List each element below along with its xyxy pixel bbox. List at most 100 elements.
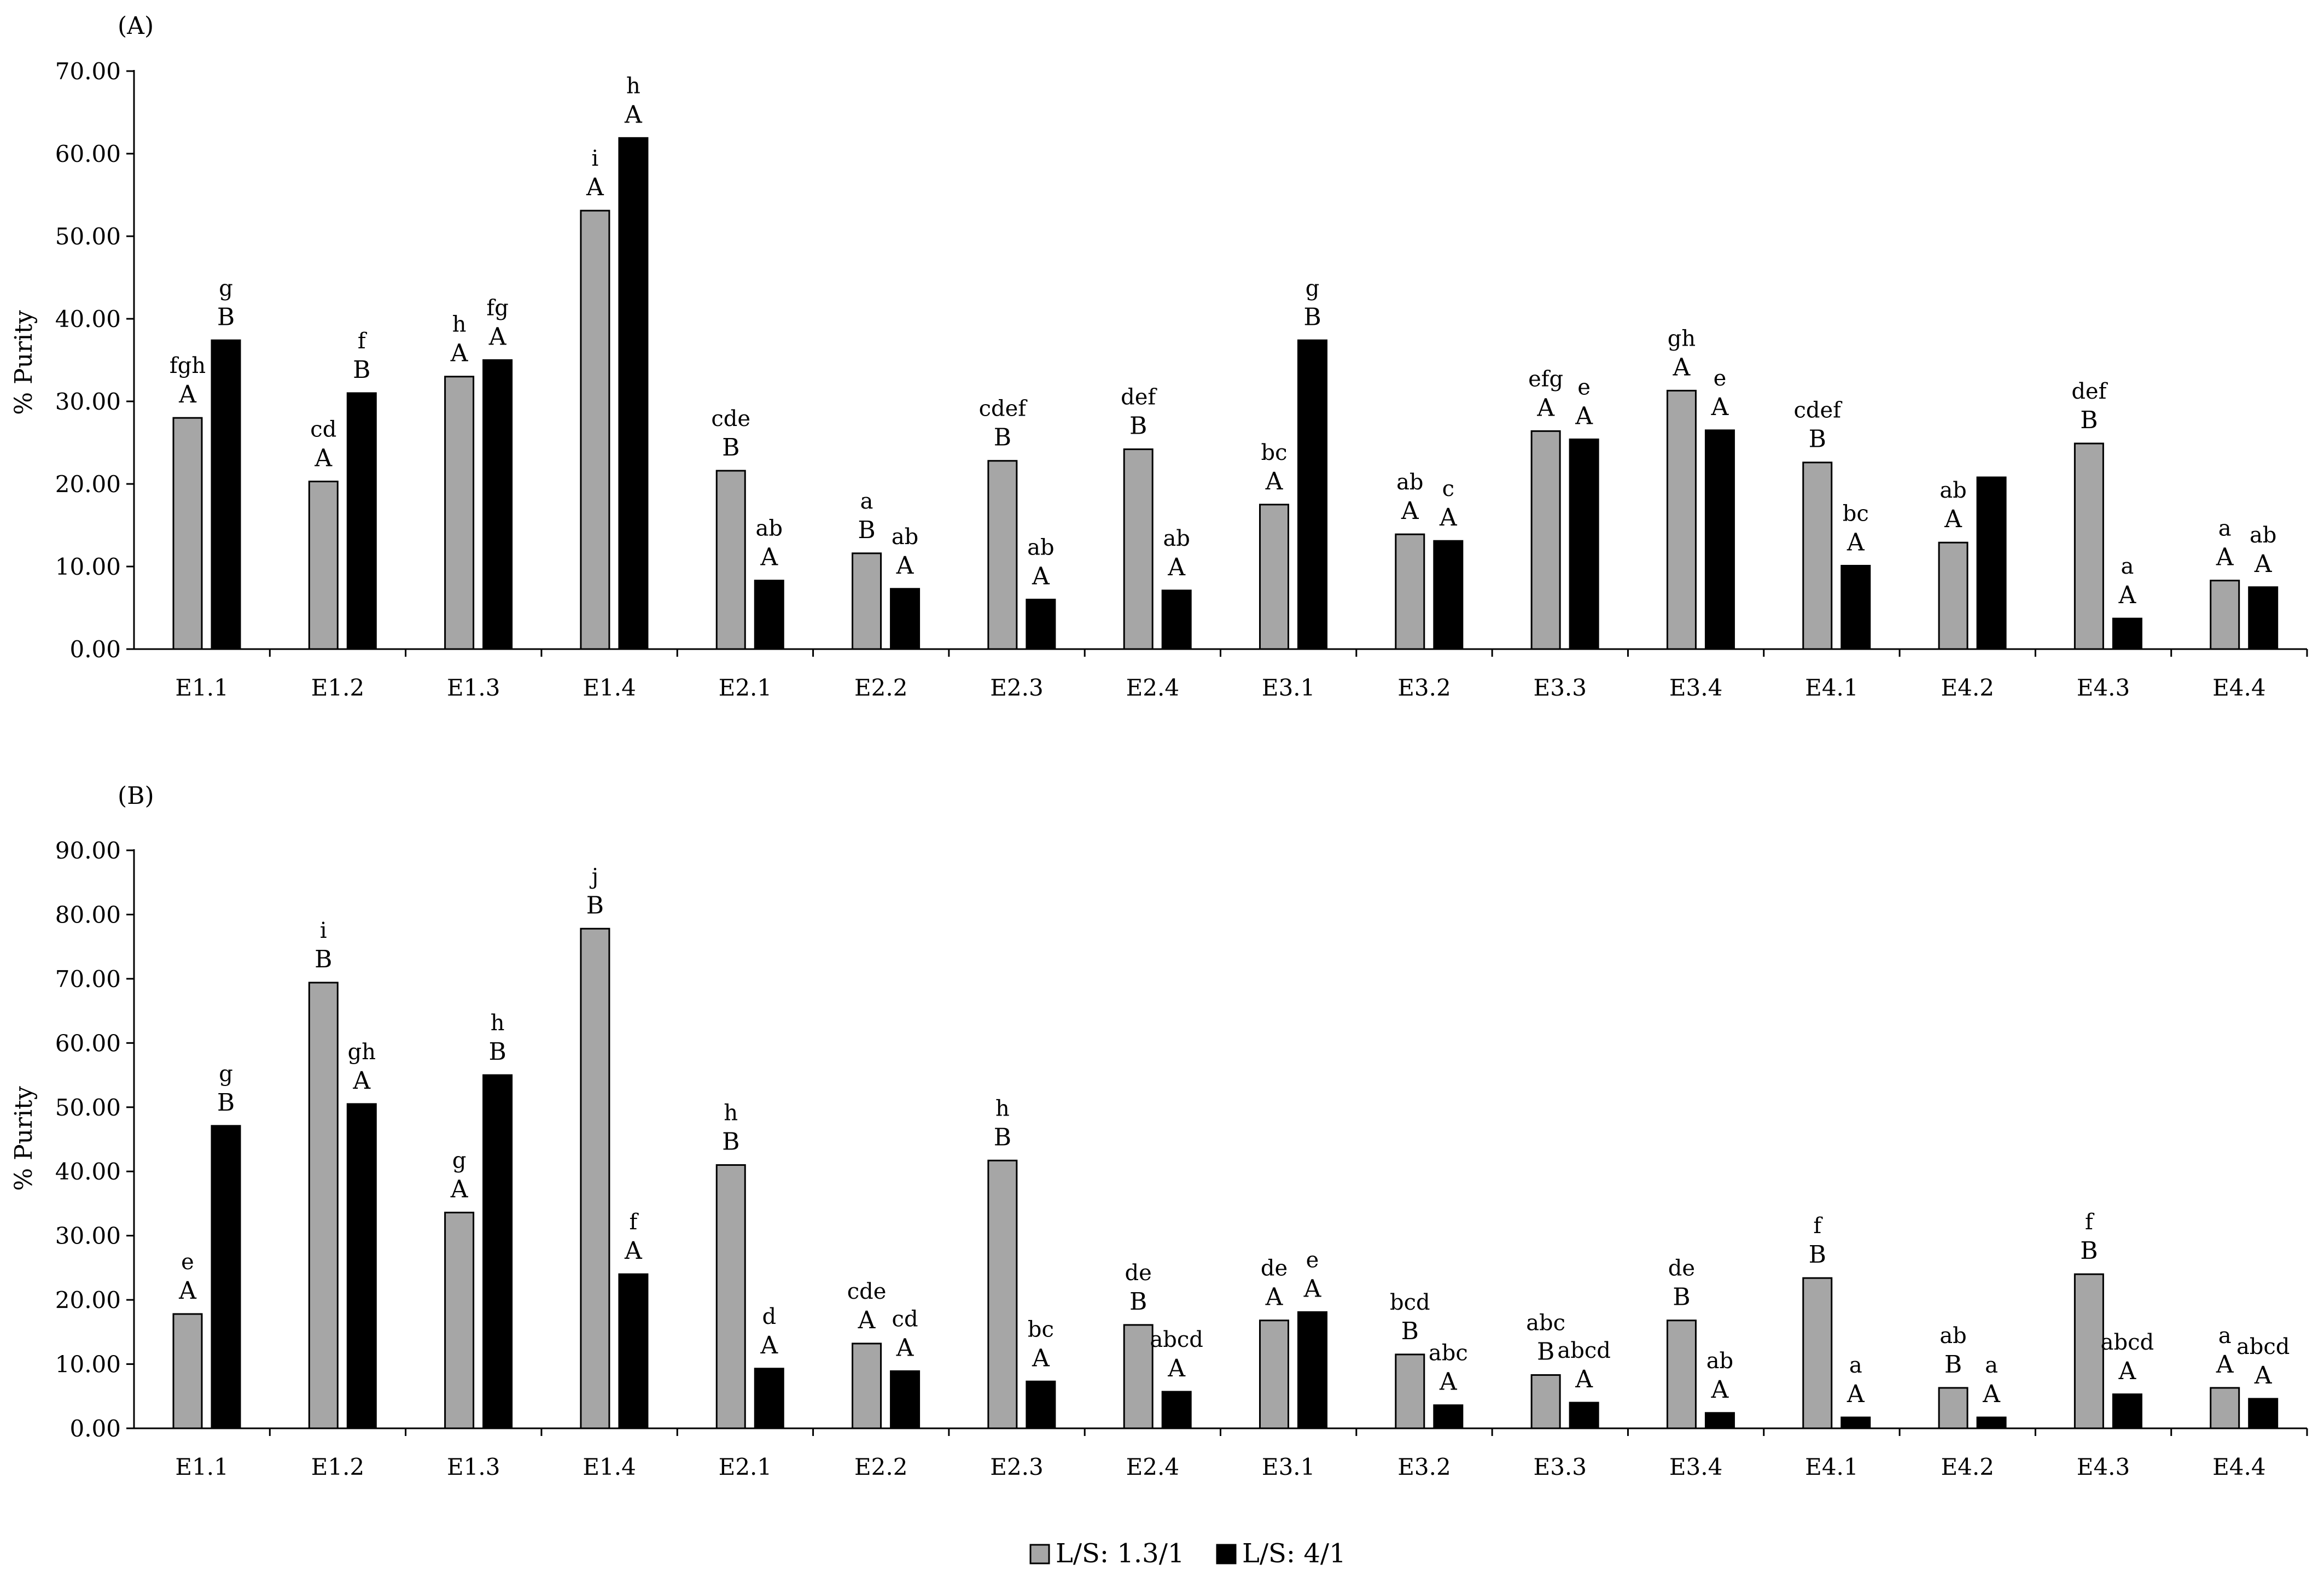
panel-b-significance-group: B [1809,1241,1826,1269]
panel-b-x-tick-label: E2.4 [1126,1453,1179,1480]
panel-a-significance-letter: bc [1843,501,1869,526]
panel-a-bar-series-2 [754,580,784,650]
panel-a-bar-series-2 [1569,438,1599,650]
panel-a-bar-series-1 [1259,504,1289,650]
panel-a-bar-series-1 [2073,442,2104,650]
panel-b-significance-group: A [450,1175,469,1203]
panel-a-significance-group: A [1536,394,1555,422]
panel-a-significance-letter: cd [310,417,336,442]
panel-a-bar-series-2 [2112,617,2142,650]
panel-b-bar-series-1 [715,1164,746,1429]
panel-a-significance-letter: h [452,312,467,337]
panel-b-significance-group: A [2118,1357,2136,1385]
panel-b-significance-group: A [624,1237,643,1265]
panel-b-bar-series-1 [1259,1320,1289,1429]
legend-label-series-2: L/S: 4/1 [1242,1538,1346,1569]
panel-a-significance-letter: ab [1939,478,1966,503]
panel-a-y-tick-label: 70.00 [55,58,121,85]
panel-b-x-tick-label: E4.2 [1941,1453,1994,1480]
panel-a-significance-group: A [1673,353,1691,381]
panel-b-x-tick-label: E3.4 [1669,1453,1722,1480]
panel-a-bar-series-1 [1395,533,1425,650]
panel-a-y-tick-label: 10.00 [55,553,121,580]
panel-a-significance-letter: fg [486,296,508,321]
panel-b-bar-series-2 [2112,1393,2142,1429]
panel-b-significance-letter: ab [1706,1348,1733,1374]
panel-b-significance-letter: g [219,1061,233,1087]
panel-b-significance-group: A [1982,1380,2001,1408]
panel-a-significance-group: A [1711,393,1729,421]
panel-a-y-tick-label: 30.00 [55,388,121,415]
panel-a-significance-letter: i [592,146,599,171]
panel-a-significance-letter: ab [1027,535,1054,560]
panel-a-significance-letter: cde [711,406,750,431]
panel-b-significance-group: A [1439,1368,1458,1396]
panel-a-y-axis-label: % Purity [10,310,38,415]
panel-a-bar-series-2 [1026,598,1056,650]
panel-b-significance-group: B [217,1089,235,1117]
panel-a-significance-letter: cdef [979,396,1028,422]
panel-a-bar-series-2 [1976,476,2007,650]
panel-b-bar-series-1 [172,1313,203,1429]
panel-a-x-tick-label: E2.3 [990,674,1043,701]
panel-b-y-axis-label: % Purity [10,1086,38,1191]
panel-b-bar-series-1 [444,1211,475,1429]
panel-a-significance-letter: g [1306,276,1320,301]
panel-a-bar-series-2 [211,339,241,650]
panel-b-x-tick-label: E4.3 [2077,1453,2130,1480]
panel-a-significance-letter: efg [1528,366,1563,392]
panel-b-label: (B) [118,782,154,810]
panel-a-significance-group: A [1265,468,1284,495]
panel-a-significance-letter: ab [1396,470,1423,495]
panel-a-x-tick-label: E4.3 [2077,674,2130,701]
panel-a-significance-group: B [353,356,370,384]
panel-b-significance-group: B [1944,1351,1962,1379]
panel-b-bar-series-1 [2073,1273,2104,1429]
panel-b-bar-series-2 [1840,1416,1871,1429]
panel-b-bar-series-2 [346,1103,377,1429]
panel-b-x-tick-label: E3.2 [1397,1453,1451,1480]
panel-b-bar-series-1 [1530,1374,1561,1429]
panel-b-plot-area: 0.00 10.00 20.00 30.00 40.00 50.00 60.00 70.00 8… [55,837,2308,1480]
panel-b-significance-letter: g [452,1148,467,1173]
panel-a-significance-letter: ab [2250,523,2276,548]
panel-a-significance-group: A [2216,544,2234,571]
panel-b-significance-group: A [1303,1275,1322,1303]
panel-b-significance-group: B [488,1038,506,1066]
panel-b-significance-letter: abcd [2236,1334,2290,1359]
panel-b-x-tick-label: E2.3 [990,1453,1043,1480]
panel-a-significance-letter: fgh [170,353,206,378]
panel-a-y-tick-label: 20.00 [55,471,121,498]
legend: L/S: 1.3/1 L/S: 4/1 [1029,1538,1346,1569]
panel-a-significance-group: A [1944,505,1962,533]
panel-b-y-tick-label: 60.00 [55,1030,121,1056]
panel-b-bar-series-2 [1433,1404,1464,1429]
panel-a-x-tick-label: E4.1 [1805,674,1858,701]
panel-a-bar-series-2 [1161,589,1192,650]
panel-b-bar-series-1 [1395,1353,1425,1429]
panel-b-y-tick-label: 20.00 [55,1287,121,1313]
panel-b-x-tick-label: E4.1 [1805,1453,1858,1480]
panel-a-bar-series-2 [346,392,377,650]
panel-a-bar-series-1 [2210,580,2240,650]
panel-b-significance-letter: a [1985,1353,1998,1378]
panel-b-bar-series-2 [2248,1398,2279,1429]
panel-a-significance-letter: cdef [1794,398,1843,423]
panel-b-significance-group: A [896,1334,915,1362]
panel-a-significance-letter: ab [1163,526,1190,551]
panel-a-significance-group: A [896,552,915,580]
panel-a-significance-group: B [1129,412,1147,440]
panel-b-x-tick-label: E3.3 [1534,1453,1587,1480]
panel-b-significance-letter: abc [1429,1341,1468,1366]
panel-a-bar-series-1 [715,470,746,650]
panel-b-significance-letter: bcd [1390,1290,1430,1315]
panel-b-significance-group: A [1032,1344,1050,1372]
legend-swatch-series-1 [1029,1544,1050,1564]
panel-a-significance-group: A [760,544,778,571]
panel-b-significance-letter: h [491,1011,505,1036]
panel-a-bar-series-2 [2248,586,2279,650]
panel-a-significance-letter: e [1577,375,1591,400]
panel-b-significance-group: A [1265,1283,1284,1311]
panel-a-significance-letter: def [1121,385,1157,410]
